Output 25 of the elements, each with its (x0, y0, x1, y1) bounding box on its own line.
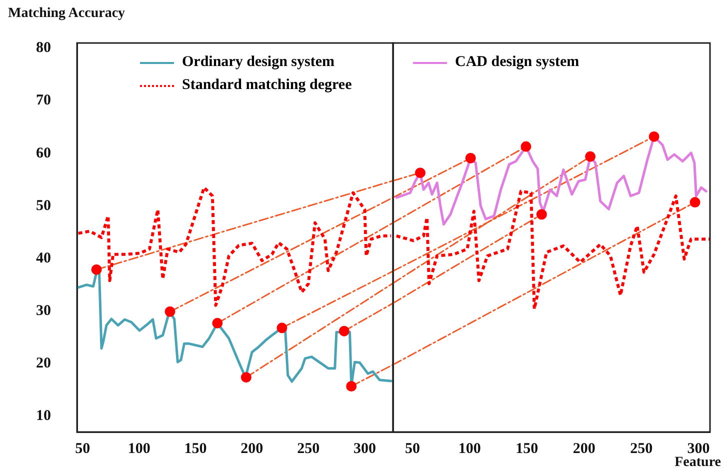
y-tick-label: 30 (36, 302, 51, 319)
legend-label: Standard matching degree (182, 77, 352, 94)
x-axis-title: Feature (674, 455, 721, 471)
y-tick-label: 80 (36, 40, 51, 56)
x-tick-label: 250 (630, 440, 653, 457)
x-tick-label: 200 (240, 440, 264, 457)
x-tick-label: 100 (128, 440, 150, 457)
x-tick-label: 50 (75, 440, 90, 457)
y-axis-title: Matching Accuracy (8, 6, 126, 22)
legend-label: Ordinary design system (182, 54, 335, 71)
x-tick-label: 250 (297, 440, 320, 457)
x-tick-label: 150 (184, 440, 207, 457)
y-tick-label: 40 (36, 250, 51, 266)
y-tick-label: 50 (36, 198, 51, 214)
y-tick-label: 60 (36, 145, 51, 162)
legend-label: CAD design system (455, 54, 580, 71)
x-tick-label: 200 (572, 440, 596, 457)
x-tick-label: 50 (404, 440, 420, 457)
x-tick-label: 300 (687, 440, 710, 457)
y-tick-label: 70 (36, 92, 51, 109)
x-tick-label: 150 (516, 440, 538, 457)
y-tick-label: 10 (36, 408, 51, 424)
x-tick-label: 100 (458, 440, 481, 457)
x-tick-label: 300 (354, 440, 376, 457)
y-tick-label: 20 (36, 356, 51, 372)
